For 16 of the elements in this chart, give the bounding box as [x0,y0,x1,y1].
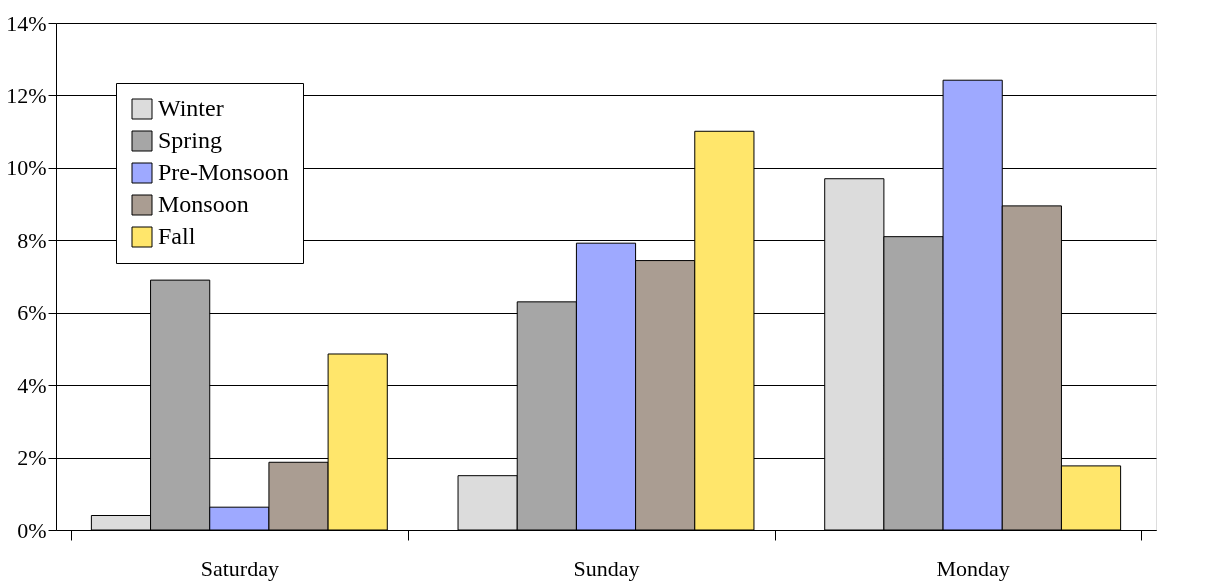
y-tick-label: 8% [17,227,47,253]
y-tick-label: 6% [17,300,47,326]
legend-label: Monsoon [158,191,249,217]
y-tick-label: 10% [6,155,47,181]
y-tick-label: 4% [17,372,47,398]
x-tick-label: Monday [936,555,1010,581]
legend-label: Spring [158,127,223,153]
y-tick-label: 0% [17,517,47,543]
y-tick-label: 14% [6,10,47,36]
legend-label: Winter [158,95,224,121]
legend-label: Pre-Monsoon [158,159,289,185]
x-tick-label: Saturday [200,555,279,581]
y-tick-label: 2% [17,445,47,471]
y-tick-label: 12% [6,82,47,108]
x-tick-label: Sunday [573,555,640,581]
legend-label: Fall [158,223,196,249]
